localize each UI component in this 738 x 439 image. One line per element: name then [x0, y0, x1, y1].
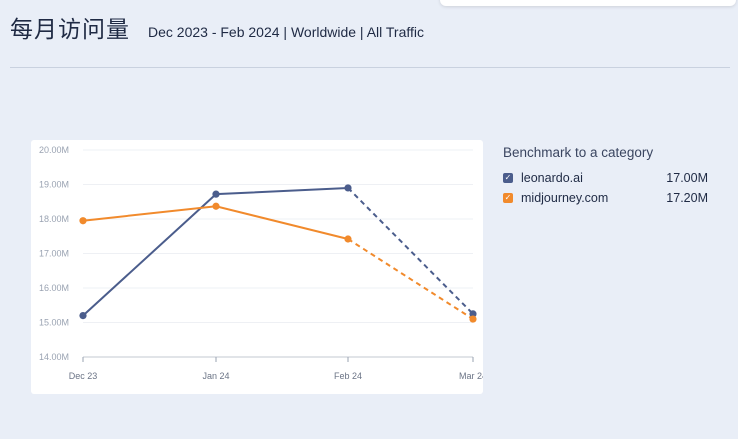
- x-tick-label: Feb 24: [334, 371, 362, 381]
- data-point: [212, 190, 220, 198]
- legend-checkbox-icon[interactable]: ✓: [503, 193, 513, 203]
- header-divider: [10, 67, 730, 68]
- x-tick-label: Dec 23: [69, 371, 98, 381]
- data-point: [79, 312, 87, 320]
- legend-checkbox-icon[interactable]: ✓: [503, 173, 513, 183]
- legend-item-label: leonardo.ai: [521, 171, 583, 185]
- y-tick-label: 20.00M: [39, 145, 69, 155]
- y-tick-label: 16.00M: [39, 283, 69, 293]
- y-tick-label: 18.00M: [39, 214, 69, 224]
- y-tick-label: 17.00M: [39, 249, 69, 259]
- series-line: [82, 205, 349, 240]
- top-popup-edge: [440, 0, 736, 6]
- y-tick-label: 19.00M: [39, 180, 69, 190]
- y-tick-label: 15.00M: [39, 318, 69, 328]
- chart-legend: Benchmark to a category ✓ leonardo.ai 17…: [503, 145, 708, 208]
- page-subtitle: Dec 2023 - Feb 2024 | Worldwide | All Tr…: [148, 24, 425, 40]
- page-title: 每月访问量: [10, 17, 130, 43]
- data-point: [469, 315, 477, 323]
- data-point: [79, 217, 87, 225]
- legend-item-value: 17.20M: [666, 191, 708, 205]
- series-projected-line: [347, 187, 474, 315]
- x-tick-label: Jan 24: [202, 371, 229, 381]
- legend-item-leonardo[interactable]: ✓ leonardo.ai 17.00M: [503, 168, 708, 188]
- data-point: [344, 235, 352, 243]
- legend-item-value: 17.00M: [666, 171, 708, 185]
- y-tick-label: 14.00M: [39, 352, 69, 362]
- x-tick-label: Mar 24: [459, 371, 483, 381]
- visits-chart-card: 14.00M 15.00M 16.00M 17.00M 18.00M 19.00M 20.0…: [31, 140, 483, 394]
- data-point: [212, 202, 220, 210]
- page-header: 每月访问量 Dec 2023 - Feb 2024 | Worldwide | …: [10, 10, 424, 44]
- series-projected-line: [347, 238, 474, 320]
- data-point: [469, 310, 477, 318]
- legend-item-label: midjourney.com: [521, 191, 609, 205]
- legend-title: Benchmark to a category: [503, 145, 654, 160]
- data-point: [344, 184, 352, 192]
- legend-item-midjourney[interactable]: ✓ midjourney.com 17.20M: [503, 188, 708, 208]
- visits-line-chart: 14.00M 15.00M 16.00M 17.00M 18.00M 19.00M 20.0…: [39, 145, 483, 381]
